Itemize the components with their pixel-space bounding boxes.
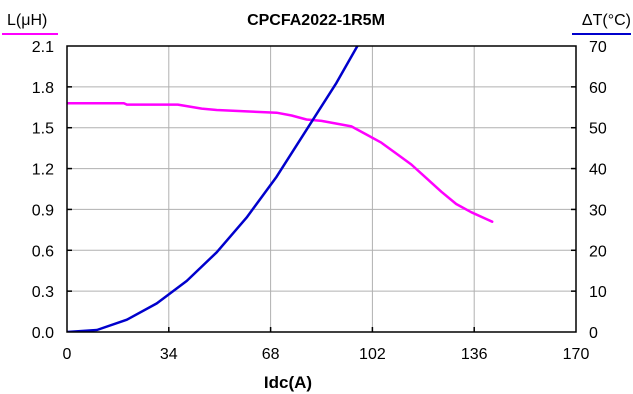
y-left-tick-label: 1.2 [32, 162, 54, 179]
x-tick-label: 102 [359, 346, 386, 363]
plot-frame [66, 45, 577, 333]
left-axis-label: L(μH) [7, 12, 47, 29]
y-right-tick-label: 0 [589, 325, 598, 342]
x-tick-label: 170 [563, 346, 590, 363]
series-lines [67, 46, 494, 332]
y-left-tick-label: 2.1 [32, 39, 54, 56]
y-right-tick-label: 70 [589, 39, 607, 56]
tick-labels: 0 34 68 102 136 170 0.0 0.3 0.6 0.9 1.2 1.5 1.8 2.1 0 1… [32, 39, 607, 363]
y-right-tick-label: 60 [589, 80, 607, 97]
y-left-tick-label: 0.0 [32, 325, 54, 342]
y-right-tick-label: 50 [589, 121, 607, 138]
y-right-tick-label: 10 [589, 284, 607, 301]
x-axis-label: Idc(A) [264, 373, 312, 392]
x-tick-label: 136 [461, 346, 488, 363]
y-left-tick-label: 0.6 [32, 243, 54, 260]
x-tick-label: 68 [262, 346, 280, 363]
y-left-tick-label: 0.3 [32, 284, 54, 301]
y-left-tick-label: 1.5 [32, 121, 54, 138]
temperature-rise-curve [67, 46, 359, 332]
right-axis-label: ΔT(°C) [582, 12, 631, 29]
y-left-tick-label: 0.9 [32, 202, 54, 219]
chart-title: CPCFA2022-1R5M [247, 12, 385, 29]
y-right-tick-label: 20 [589, 243, 607, 260]
grid [67, 46, 576, 332]
x-tick-label: 34 [160, 346, 178, 363]
inductance-curve [67, 101, 494, 223]
x-tick-label: 0 [63, 346, 72, 363]
y-right-tick-label: 40 [589, 162, 607, 179]
y-right-tick-label: 30 [589, 202, 607, 219]
y-left-tick-label: 1.8 [32, 80, 54, 97]
